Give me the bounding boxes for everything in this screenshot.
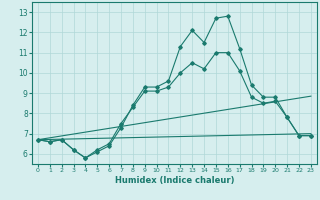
X-axis label: Humidex (Indice chaleur): Humidex (Indice chaleur)	[115, 176, 234, 185]
